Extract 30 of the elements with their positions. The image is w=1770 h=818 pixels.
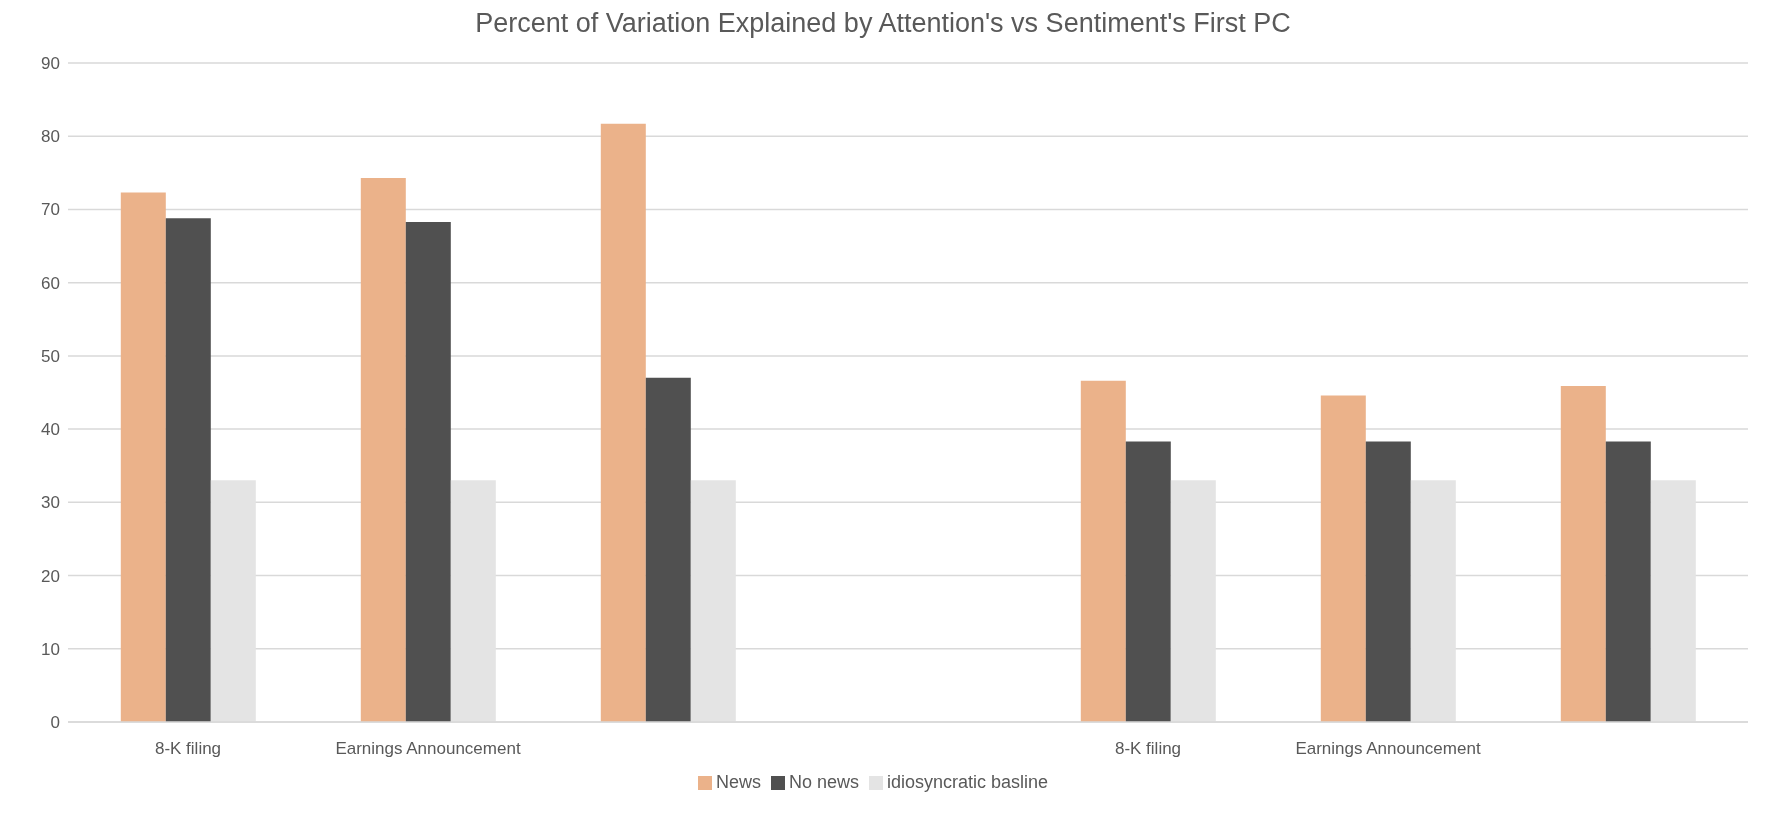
x-tick-label: 8-K filing: [1114, 739, 1182, 759]
y-tick-label: 40: [41, 420, 60, 440]
bar: [360, 177, 406, 722]
bar: [405, 221, 451, 722]
x-tick-label: 8-K filing: [154, 739, 222, 759]
y-tick-label: 80: [41, 127, 60, 147]
legend-label: No news: [788, 772, 859, 792]
x-tick-label: Earnings Announcement: [1295, 739, 1481, 759]
bar: [1605, 441, 1651, 722]
x-tick-label: Earnings Announcement: [335, 739, 521, 759]
y-tick-label: 50: [41, 346, 60, 366]
chart-title: Percent of Variation Explained by Attention's vs Sentiment's First PC: [474, 8, 1292, 39]
bar: [120, 192, 166, 722]
bar: [1560, 385, 1606, 722]
legend-label: News: [715, 772, 761, 792]
y-tick-label: 90: [41, 54, 60, 74]
bar: [1080, 380, 1126, 722]
bar: [1365, 441, 1411, 722]
y-tick-label: 60: [41, 273, 60, 293]
y-tick-label: 30: [41, 493, 60, 513]
y-tick-label: 10: [41, 639, 60, 659]
y-tick-label: 0: [50, 713, 60, 733]
bar: [1320, 395, 1366, 722]
bar: [600, 123, 646, 722]
y-tick-label: 20: [41, 566, 60, 586]
legend-label: idiosyncratic basline: [886, 772, 1049, 792]
y-tick-label: 70: [41, 200, 60, 220]
bar: [1125, 441, 1171, 722]
bar: [165, 218, 211, 722]
bar: [645, 377, 691, 722]
